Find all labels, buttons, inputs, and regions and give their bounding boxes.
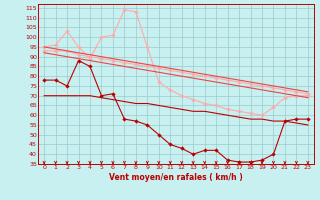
X-axis label: Vent moyen/en rafales ( km/h ): Vent moyen/en rafales ( km/h ) <box>109 173 243 182</box>
